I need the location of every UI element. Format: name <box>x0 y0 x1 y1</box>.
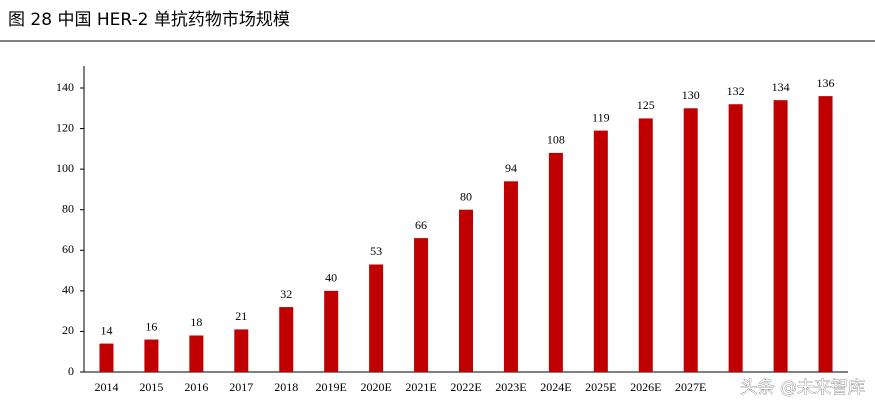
bar <box>638 118 653 372</box>
value-label: 53 <box>370 244 382 258</box>
value-label: 66 <box>415 218 427 232</box>
bar <box>99 343 114 372</box>
x-tick-label: 2018 <box>274 380 298 394</box>
x-tick-label: 2021E <box>405 380 436 394</box>
bar <box>459 209 473 372</box>
y-tick-label: 0 <box>68 364 74 378</box>
bar <box>683 108 698 373</box>
value-label: 18 <box>190 315 202 329</box>
x-tick-label: 2014 <box>94 380 118 394</box>
value-label: 130 <box>682 88 700 102</box>
value-label: 80 <box>460 189 472 203</box>
x-tick-label: 2016 <box>184 380 208 394</box>
value-label: 132 <box>727 84 745 98</box>
value-label: 94 <box>505 161 517 175</box>
value-label: 21 <box>235 309 247 323</box>
y-tick-label: 20 <box>62 323 74 337</box>
value-label: 14 <box>100 323 112 337</box>
bar <box>548 152 563 372</box>
x-tick-label: 2022E <box>450 380 481 394</box>
y-tick-label: 40 <box>62 283 74 297</box>
bar <box>369 264 384 372</box>
bar <box>773 100 788 373</box>
value-label: 119 <box>592 110 610 124</box>
y-tick-label: 120 <box>56 120 74 134</box>
value-label: 32 <box>280 287 292 301</box>
bar <box>144 339 159 372</box>
chart-title: 图 28 中国 HER-2 单抗药物市场规模 <box>8 10 290 30</box>
bar <box>818 96 833 372</box>
value-label: 136 <box>817 76 835 90</box>
x-tick-label: 2020E <box>360 380 391 394</box>
value-label: 134 <box>772 80 790 94</box>
bar <box>414 238 429 372</box>
bar <box>503 181 518 372</box>
x-tick-label: 2027E <box>675 380 706 394</box>
value-label: 16 <box>145 319 157 333</box>
x-tick-label: 2019E <box>316 380 347 394</box>
value-label: 40 <box>325 271 337 285</box>
value-label: 108 <box>547 133 565 147</box>
x-tick-label: 2024E <box>540 380 571 394</box>
x-tick-label: 2026E <box>630 380 661 394</box>
x-tick-label: 2015 <box>139 380 163 394</box>
bar <box>324 290 339 372</box>
x-tick-label: 2025E <box>585 380 616 394</box>
value-label: 125 <box>637 98 655 112</box>
bar <box>234 329 249 372</box>
bar <box>189 335 204 372</box>
x-tick-label: 2023E <box>495 380 526 394</box>
x-tick-label: 2017 <box>229 380 253 394</box>
bar <box>279 307 294 372</box>
y-tick-label: 100 <box>56 161 74 175</box>
y-tick-label: 140 <box>56 80 74 94</box>
y-tick-label: 80 <box>62 201 74 215</box>
bar <box>593 130 608 372</box>
y-tick-label: 60 <box>62 242 74 256</box>
watermark: 头条 @未来智库 <box>741 378 865 398</box>
bar <box>728 104 743 372</box>
